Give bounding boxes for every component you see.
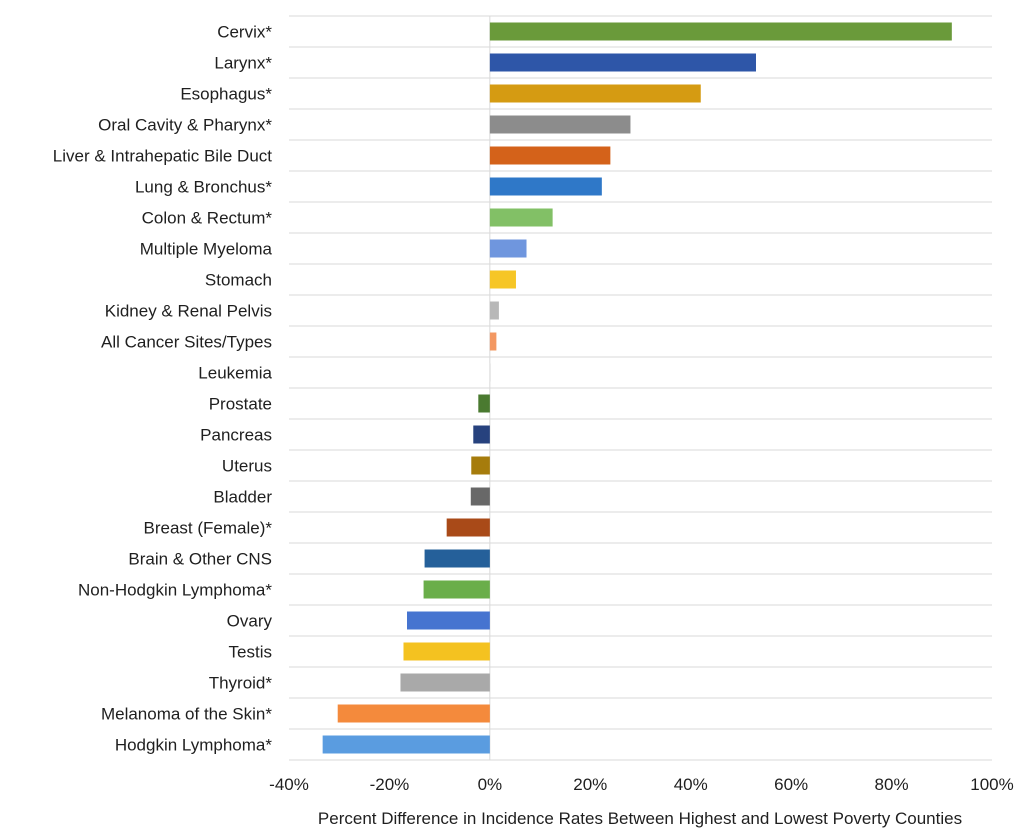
category-label: Pancreas: [200, 426, 272, 445]
x-tick-labels: -40% -20% 0% 20% 40% 60% 80% 100%: [269, 775, 1014, 794]
bar: [489, 270, 516, 289]
bar: [489, 115, 631, 134]
x-tick-label: 20%: [573, 775, 607, 794]
category-label: Uterus: [222, 457, 272, 476]
bar: [489, 84, 701, 103]
x-tick-label: -20%: [370, 775, 410, 794]
bar: [489, 177, 602, 196]
bar: [400, 673, 490, 692]
bar: [407, 611, 490, 630]
bar: [489, 239, 527, 258]
x-axis-title: Percent Difference in Incidence Rates Be…: [318, 809, 962, 828]
x-tick-label: 0%: [478, 775, 503, 794]
bar: [403, 642, 490, 661]
bar: [446, 518, 490, 537]
category-label: Larynx*: [214, 54, 272, 73]
category-label: Multiple Myeloma: [140, 240, 273, 259]
bar: [489, 363, 491, 382]
category-label: Esophagus*: [180, 85, 272, 104]
bar: [489, 301, 499, 320]
category-label: Cervix*: [217, 23, 272, 42]
category-labels: Cervix* Larynx* Esophagus* Oral Cavity & Ph…: [53, 23, 273, 755]
bar: [473, 425, 490, 444]
bars: [322, 22, 952, 754]
category-label: Prostate: [209, 395, 272, 414]
bar: [337, 704, 490, 723]
bar: [489, 22, 952, 41]
category-label: Testis: [229, 643, 272, 662]
category-label: Colon & Rectum*: [142, 209, 273, 228]
x-tick-label: 80%: [875, 775, 909, 794]
category-label: Brain & Other CNS: [128, 550, 272, 569]
x-tick-label: 100%: [970, 775, 1013, 794]
category-label: Bladder: [213, 488, 272, 507]
bar: [322, 735, 490, 754]
category-label: Ovary: [227, 612, 273, 631]
bar: [489, 208, 553, 227]
category-label: Hodgkin Lymphoma*: [115, 736, 273, 755]
category-label: Leukemia: [198, 364, 272, 383]
bar: [489, 146, 611, 165]
category-label: Oral Cavity & Pharynx*: [98, 116, 272, 135]
x-tick-label: 60%: [774, 775, 808, 794]
category-label: Kidney & Renal Pelvis: [105, 302, 272, 321]
category-label: Liver & Intrahepatic Bile Duct: [53, 147, 272, 166]
grid-lines: [289, 15, 992, 761]
x-tick-label: -40%: [269, 775, 309, 794]
category-label: Thyroid*: [209, 674, 273, 693]
category-label: Lung & Bronchus*: [135, 178, 272, 197]
category-label: Non-Hodgkin Lymphoma*: [78, 581, 272, 600]
bar: [471, 456, 490, 475]
category-label: Stomach: [205, 271, 272, 290]
bar: [470, 487, 490, 506]
bar: [423, 580, 490, 599]
x-tick-label: 40%: [674, 775, 708, 794]
category-label: All Cancer Sites/Types: [101, 333, 272, 352]
category-label: Melanoma of the Skin*: [101, 705, 272, 724]
bar: [489, 53, 756, 72]
category-label: Breast (Female)*: [144, 519, 273, 538]
bar: [424, 549, 490, 568]
bar: [489, 332, 497, 351]
bar: [478, 394, 490, 413]
